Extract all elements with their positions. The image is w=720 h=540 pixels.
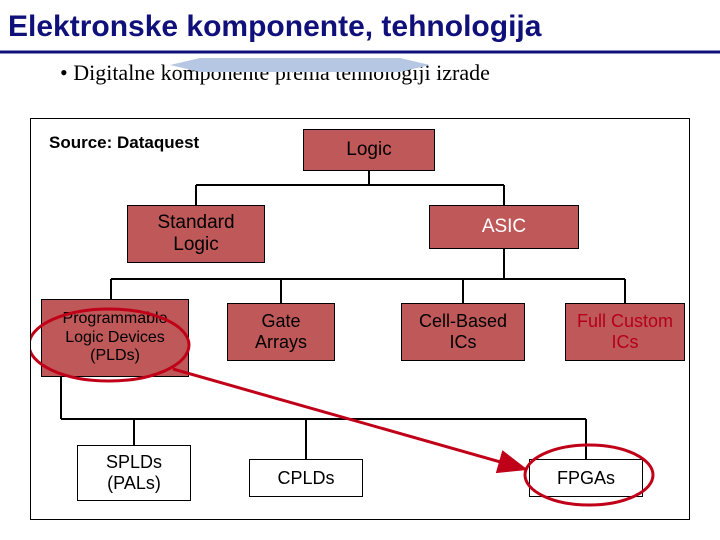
node-logic: Logic [303,129,435,171]
node-plds-label: Programmable Logic Devices (PLDs) [63,310,168,365]
node-plds: Programmable Logic Devices (PLDs) [41,299,189,377]
node-splds-label: SPLDs (PALs) [106,452,162,493]
decor-arrow-shape [170,58,430,72]
source-text: Source: Dataquest [49,133,199,152]
node-cplds: CPLDs [249,459,363,497]
source-label: Source: Dataquest [49,133,199,153]
node-fullcustom-label: Full Custom ICs [577,311,673,352]
diagram-frame: Source: Dataquest Logic Standard Logic A… [30,118,690,520]
node-fpgas: FPGAs [529,459,643,497]
node-full-custom: Full Custom ICs [565,303,685,361]
node-gate-label: Gate Arrays [255,311,307,352]
node-cplds-label: CPLDs [277,468,334,489]
title-decor [0,50,720,80]
title-text: Elektronske komponente, tehnologija [8,10,541,43]
node-logic-label: Logic [346,139,391,161]
node-gate-arrays: Gate Arrays [227,303,335,361]
page-title: Elektronske komponente, tehnologija [0,0,720,48]
node-standard-logic: Standard Logic [127,205,265,263]
node-asic: ASIC [429,205,579,249]
node-asic-label: ASIC [482,216,526,238]
node-cellbased-label: Cell-Based ICs [419,311,507,352]
node-fpgas-label: FPGAs [557,468,615,489]
node-stdlogic-label: Standard Logic [157,212,234,256]
node-cell-based: Cell-Based ICs [401,303,525,361]
node-splds: SPLDs (PALs) [77,445,191,501]
